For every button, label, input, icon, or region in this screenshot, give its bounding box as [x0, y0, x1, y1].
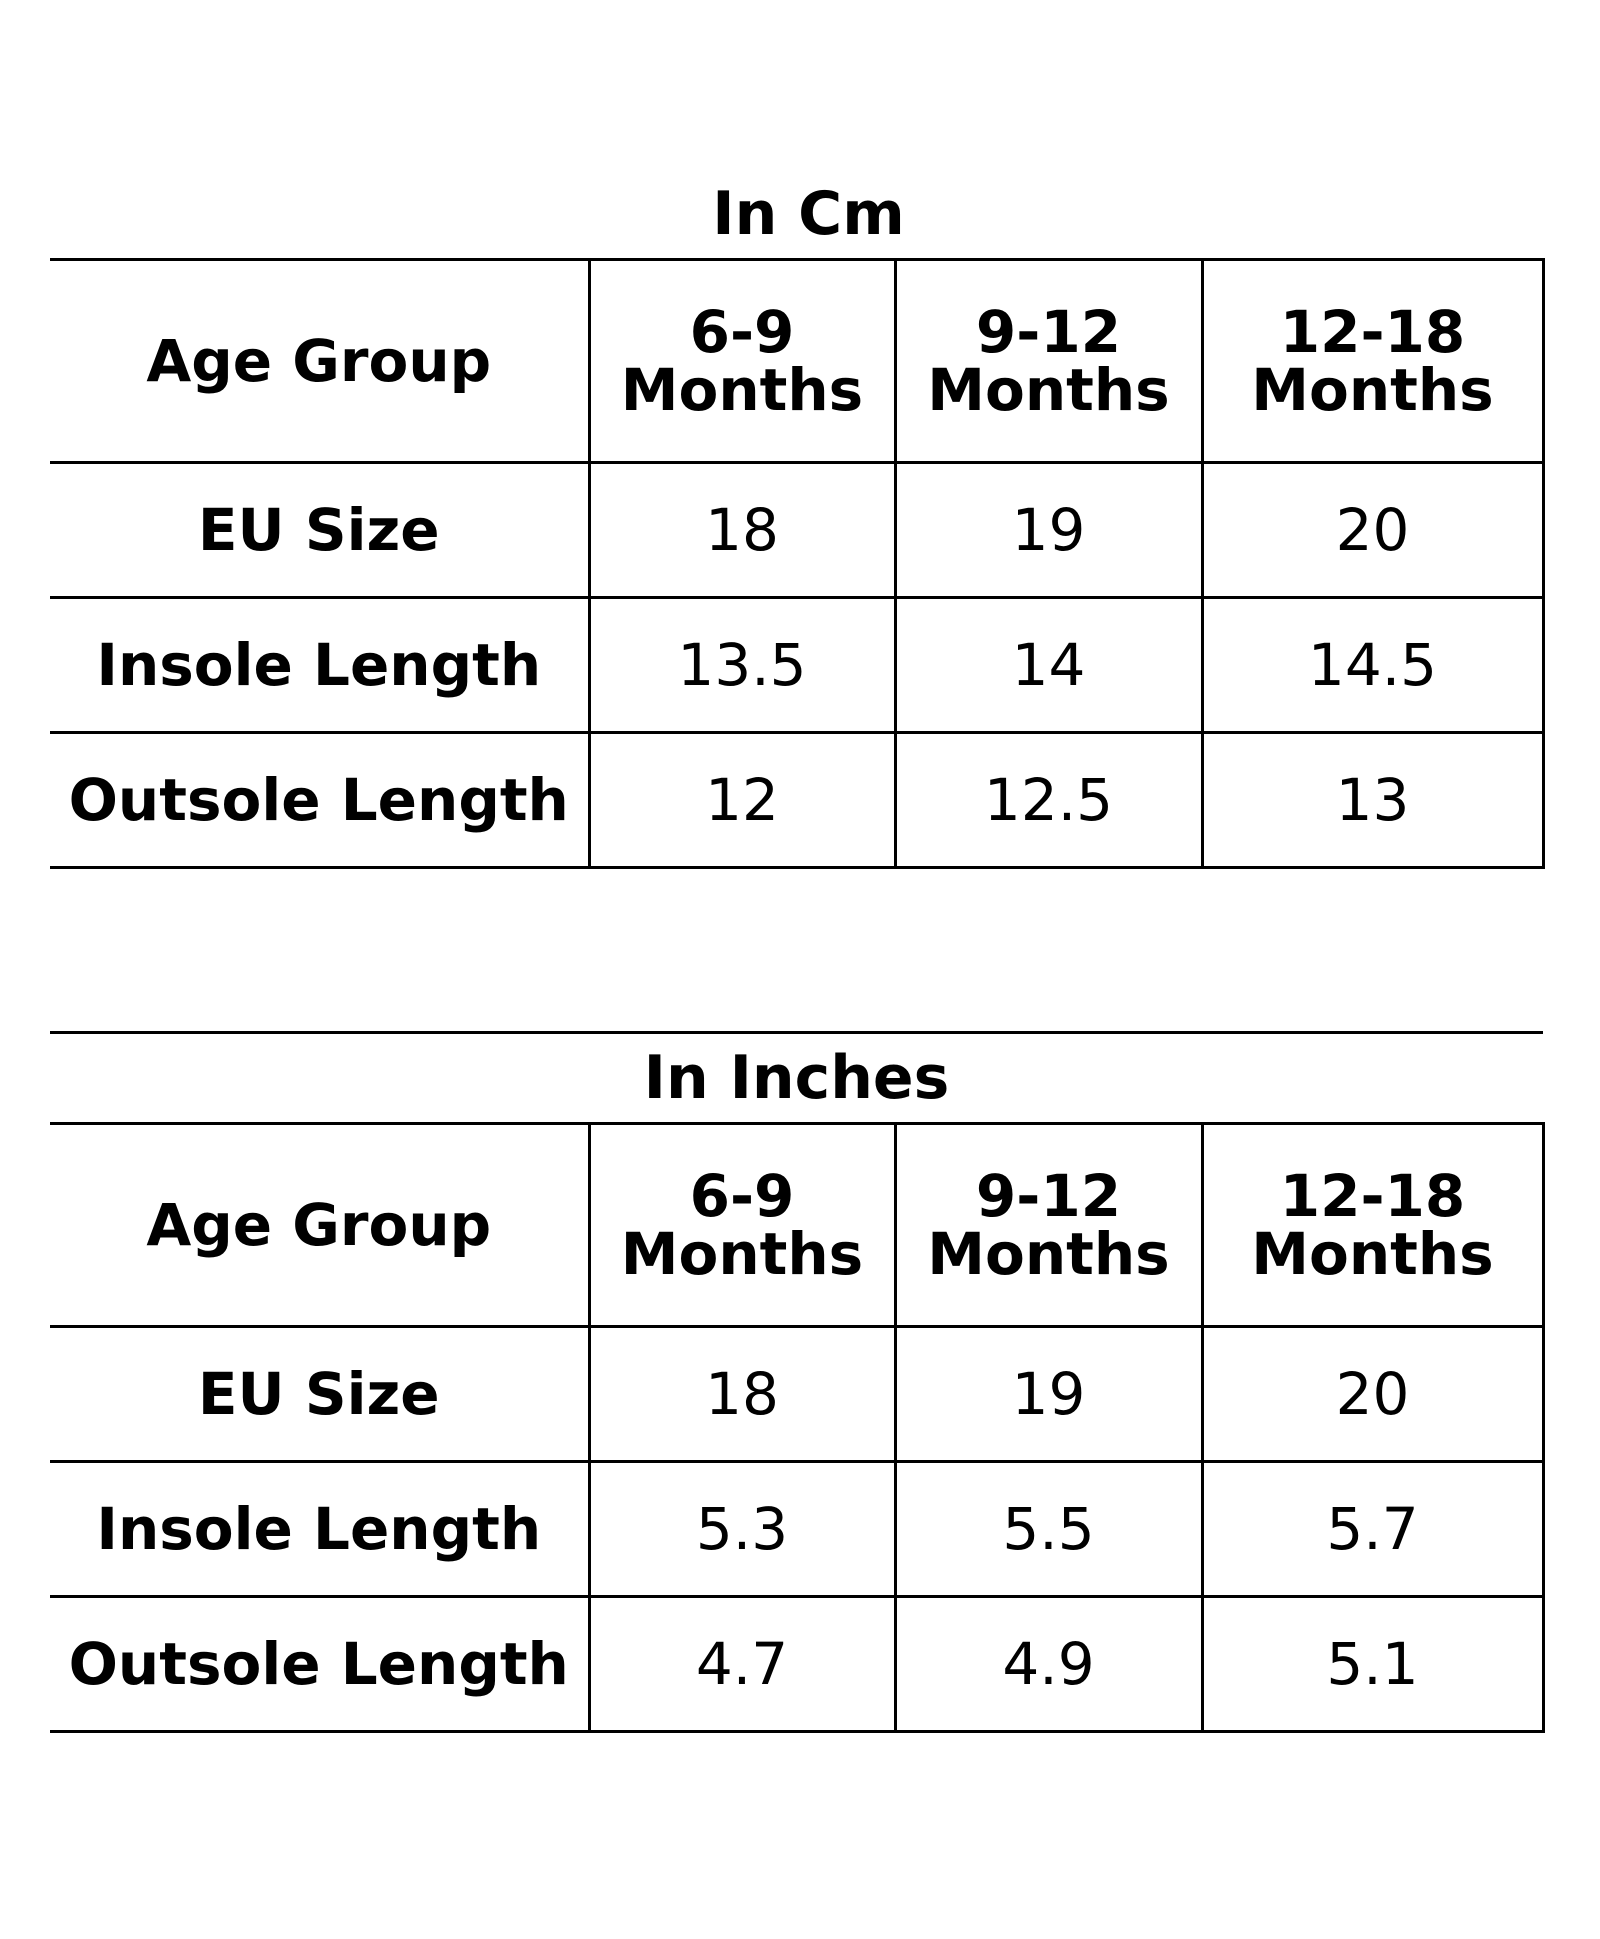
table-cell: 14 — [893, 597, 1202, 734]
insole-length-row: Insole Length 5.3 5.5 5.7 — [50, 1461, 1545, 1598]
row-label: Insole Length — [50, 1461, 589, 1598]
eu-size-row: EU Size 18 19 20 — [50, 462, 1545, 599]
age-unit: Months — [927, 1220, 1170, 1288]
table-cell: 5.3 — [587, 1461, 895, 1598]
table-cell: 20 — [1200, 462, 1545, 599]
table-cell: 19 — [893, 1326, 1202, 1463]
eu-size-row: EU Size 18 19 20 — [50, 1326, 1545, 1463]
row-label: EU Size — [50, 462, 589, 599]
size-chart-inches: In Inches Age Group 6-9 Months 9-12 Mont… — [50, 1031, 1545, 1733]
table-cell: 12.5 — [893, 732, 1202, 868]
table-cell: 4.9 — [893, 1596, 1202, 1732]
table-cell: 5.5 — [893, 1461, 1202, 1598]
table-cell: 19 — [893, 462, 1202, 599]
age-group-9-12-header: 9-12 Months — [893, 259, 1202, 464]
age-group-6-9-header: 6-9 Months — [587, 1123, 895, 1328]
table-cell: 14.5 — [1200, 597, 1545, 734]
age-group-label: Age Group — [50, 1123, 589, 1328]
row-label: Outsole Length — [68, 1630, 569, 1698]
age-range: 9-12 — [975, 298, 1122, 366]
table-cell: 4.7 — [587, 1596, 895, 1732]
table-cell: 18 — [587, 462, 895, 599]
age-unit: Months — [1251, 1220, 1494, 1288]
age-unit: Months — [620, 356, 864, 424]
age-group-6-9-header: 6-9 Months — [587, 259, 895, 464]
row-label: Outsole Length — [68, 766, 569, 834]
age-group-12-18-header: 12-18 Months — [1200, 259, 1545, 464]
caption-divider — [50, 1031, 1543, 1034]
table-cell: 5.1 — [1200, 1596, 1545, 1732]
outsole-length-row: Outsole Length 12 12.5 13 — [50, 732, 1545, 868]
row-label: Insole Length — [50, 597, 589, 734]
size-table-inches: Age Group 6-9 Months 9-12 Months 12-18 M… — [50, 1122, 1545, 1733]
age-unit: Months — [927, 356, 1170, 424]
age-range: 6-9 — [689, 298, 795, 366]
table-header-row: Age Group 6-9 Months 9-12 Months 12-18 M… — [50, 259, 1545, 464]
table-cell: 12 — [587, 732, 895, 868]
age-unit: Months — [620, 1220, 864, 1288]
age-group-label: Age Group — [50, 259, 589, 464]
size-table-cm: Age Group 6-9 Months 9-12 Months 12-18 M… — [50, 258, 1545, 869]
table-cell: 13 — [1200, 732, 1545, 868]
age-group-12-18-header: 12-18 Months — [1200, 1123, 1545, 1328]
table-cell: 5.7 — [1200, 1461, 1545, 1598]
size-chart-cm: In Cm Age Group 6-9 Months 9-12 Months 1… — [50, 170, 1545, 869]
row-label: EU Size — [50, 1326, 589, 1463]
insole-length-row: Insole Length 13.5 14 14.5 — [50, 597, 1545, 734]
table-cell: 18 — [587, 1326, 895, 1463]
age-range: 9-12 — [975, 1162, 1122, 1230]
table-cell: 20 — [1200, 1326, 1545, 1463]
age-range: 12-18 — [1279, 298, 1466, 366]
age-range: 6-9 — [689, 1162, 795, 1230]
table-caption-cm: In Cm — [712, 179, 905, 249]
table-header-row: Age Group 6-9 Months 9-12 Months 12-18 M… — [50, 1123, 1545, 1328]
age-unit: Months — [1251, 356, 1494, 424]
table-caption-inches: In Inches — [643, 1043, 950, 1113]
table-cell: 13.5 — [587, 597, 895, 734]
age-group-9-12-header: 9-12 Months — [893, 1123, 1202, 1328]
age-range: 12-18 — [1279, 1162, 1466, 1230]
outsole-length-row: Outsole Length 4.7 4.9 5.1 — [50, 1596, 1545, 1732]
